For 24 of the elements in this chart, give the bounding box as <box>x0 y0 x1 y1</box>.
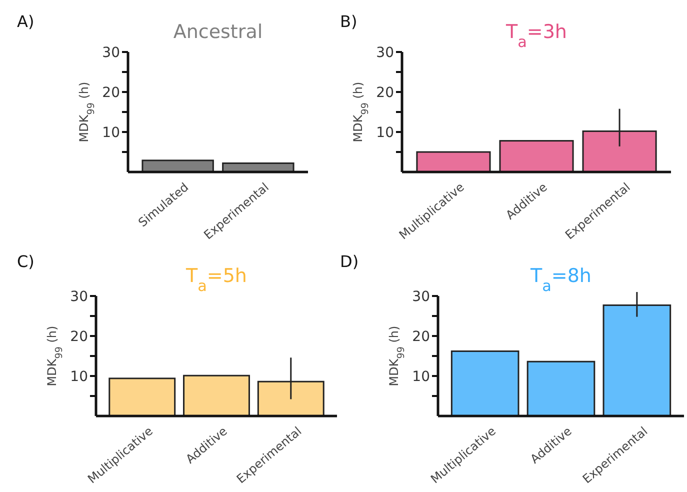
y-tick-label: 20 <box>412 328 430 345</box>
y-tick-label: 30 <box>376 44 394 61</box>
y-tick-label: 10 <box>412 368 430 385</box>
text: C) <box>17 252 34 271</box>
y-tick-label: 20 <box>376 84 394 101</box>
bar <box>526 360 596 417</box>
bar <box>416 151 491 173</box>
y-tick-label: 30 <box>412 288 430 305</box>
y-tick-label: 20 <box>70 328 88 345</box>
bar <box>450 350 520 417</box>
chart-title: T$_{a}$=5h <box>185 265 247 295</box>
chart-title: T$_{a}$=8h <box>530 265 592 295</box>
text: A) <box>17 12 34 31</box>
y-tick-label: 30 <box>70 288 88 305</box>
text: B) <box>340 12 358 31</box>
bar <box>499 140 574 173</box>
y-tick-label: 10 <box>376 124 394 141</box>
y-tick-label: 30 <box>102 44 120 61</box>
chart-title: Ancestral <box>173 21 263 43</box>
chart-title: T$_{a}$=3h <box>505 21 567 51</box>
y-tick-label: 10 <box>102 124 120 141</box>
y-tick-label: 10 <box>70 368 88 385</box>
y-tick-label: 20 <box>102 84 120 101</box>
text: D) <box>340 252 359 271</box>
